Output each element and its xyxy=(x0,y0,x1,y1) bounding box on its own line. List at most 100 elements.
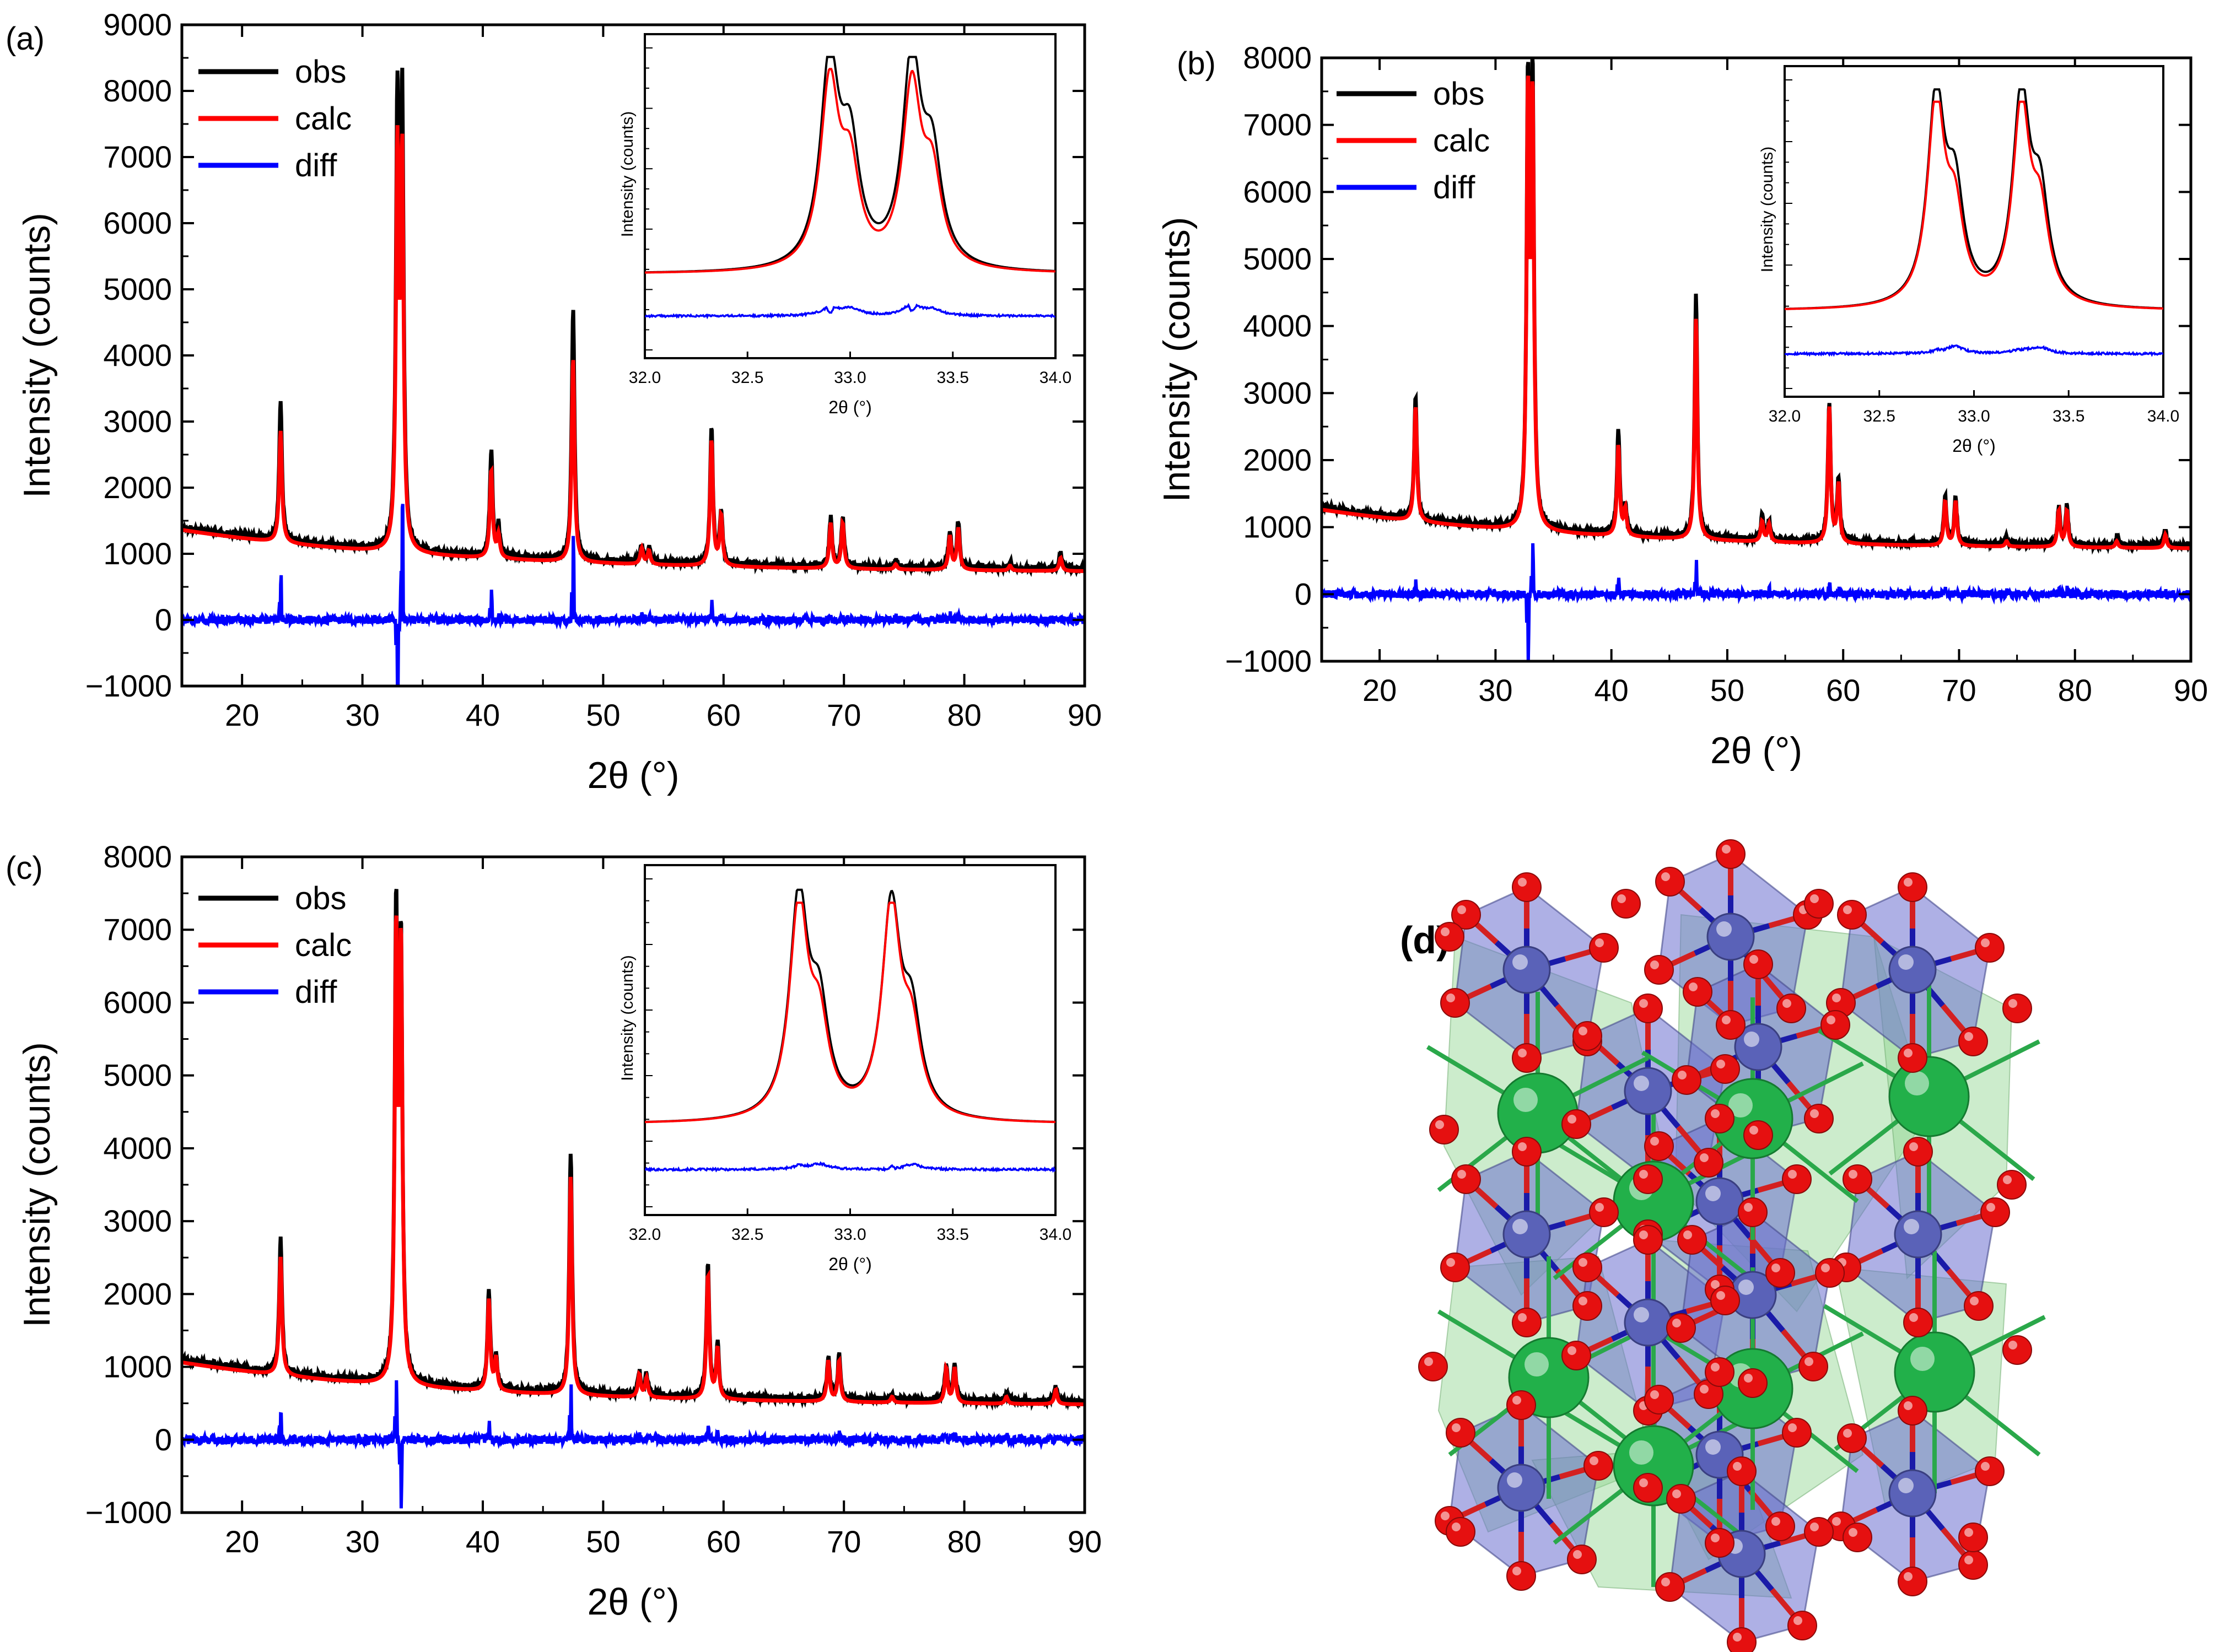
x-tick-label: 70 xyxy=(1942,673,1976,708)
oxygen-atom xyxy=(1843,1164,1872,1194)
oxygen-atom xyxy=(1787,1611,1817,1640)
x-axis-label: 2θ (°) xyxy=(587,754,679,796)
inset-a: 32.0 32.5 33.0 33.5 34.0 2θ (°) Intensity (cou… xyxy=(618,33,1071,417)
atom-highlight xyxy=(1749,955,1758,964)
oxygen-atom xyxy=(1798,1352,1828,1381)
plot-area-a xyxy=(182,67,1085,686)
inset-series-calc xyxy=(645,901,1055,1124)
atom-highlight xyxy=(1457,905,1466,914)
atom-highlight xyxy=(1617,894,1626,903)
atom-highlight xyxy=(1964,1528,1973,1537)
inset-plot xyxy=(645,888,1055,1173)
oxygen-atom xyxy=(1429,1115,1459,1144)
atom-highlight xyxy=(1672,1489,1681,1498)
x-tick-label: 70 xyxy=(827,1524,861,1559)
oxygen-atom xyxy=(1710,1286,1740,1315)
atom-highlight xyxy=(1639,1170,1648,1179)
atom-highlight xyxy=(1512,1396,1521,1405)
oxygen-atom xyxy=(1644,955,1674,985)
oxygen-atom xyxy=(1572,1291,1602,1321)
series-calc xyxy=(182,125,1085,573)
oxygen-atom xyxy=(1440,988,1470,1018)
atom-highlight xyxy=(1435,1120,1444,1129)
atom-highlight xyxy=(1590,1456,1598,1465)
oxygen-atom xyxy=(1898,1396,1927,1426)
oxygen-atom xyxy=(1446,1418,1475,1448)
oxygen-atom xyxy=(1738,1197,1768,1227)
oxygen-atom xyxy=(1677,1225,1707,1255)
oxygen-atom xyxy=(1572,1021,1602,1051)
oxygen-atom xyxy=(1655,867,1685,897)
chart-c: (c) 20 30 40 50 60 70 80 90 −1000 0 1000 2000 3000 400… xyxy=(6,839,1102,1623)
y-tick-label: 6000 xyxy=(103,985,172,1019)
inset-b: 32.0 32.5 33.0 33.5 34.0 2θ (°) Intensity (cou… xyxy=(1758,65,2179,456)
atom-highlight xyxy=(1744,1374,1753,1383)
atom-highlight xyxy=(1650,1390,1659,1399)
atom-highlight xyxy=(1518,878,1527,887)
y-tick-label: 4000 xyxy=(103,1131,172,1165)
oxygen-atom xyxy=(1644,1131,1674,1161)
inset-x-tick-label: 34.0 xyxy=(1039,1225,1071,1244)
atom-highlight xyxy=(1573,1550,1582,1559)
oxygen-atom xyxy=(1804,889,1834,919)
inset-x-axis-label: 2θ (°) xyxy=(828,397,872,417)
b-site-atom xyxy=(1894,1210,1942,1259)
y-tick-label: 5000 xyxy=(103,1058,172,1093)
oxygen-atom xyxy=(1743,1120,1773,1150)
y-tick-label: 7000 xyxy=(1243,107,1312,142)
atom-highlight xyxy=(1832,994,1841,1002)
atom-highlight xyxy=(1705,1439,1721,1455)
atom-highlight xyxy=(1716,1060,1725,1068)
x-tick-label: 50 xyxy=(586,698,620,732)
atom-highlight xyxy=(1525,1352,1549,1376)
y-axis-label: Intensity (counts) xyxy=(16,1042,58,1327)
atom-highlight xyxy=(1810,1523,1819,1531)
oxygen-atom xyxy=(1958,1523,1988,1552)
atom-highlight xyxy=(1629,1440,1653,1465)
atom-highlight xyxy=(1457,1170,1466,1179)
atom-highlight xyxy=(1722,845,1731,854)
oxygen-atom xyxy=(1898,1043,1927,1073)
x-tick-label: 90 xyxy=(2174,673,2208,708)
b-site-atom xyxy=(1888,946,1937,994)
atom-highlight xyxy=(1634,1307,1649,1322)
y-tick-label: 0 xyxy=(155,602,172,637)
inset-y-axis-label: Intensity (counts) xyxy=(618,955,637,1081)
atom-highlight xyxy=(2008,1341,2017,1349)
oxygen-atom xyxy=(1804,1517,1834,1547)
x-tick-label: 60 xyxy=(707,698,741,732)
x-tick-label: 50 xyxy=(586,1524,620,1559)
b-site-atom xyxy=(1706,913,1755,961)
atom-highlight xyxy=(1981,1462,1990,1471)
y-tick-label: 2000 xyxy=(103,1276,172,1311)
y-tick-label: 9000 xyxy=(103,7,172,42)
panel-label-b: (b) xyxy=(1177,46,1216,82)
oxygen-atom xyxy=(1837,900,1867,930)
series-calc xyxy=(182,915,1085,1407)
atom-highlight xyxy=(1518,1313,1527,1322)
x-tick-label: 20 xyxy=(225,1524,259,1559)
oxygen-atom xyxy=(1567,1545,1597,1574)
legend-label-diff: diff xyxy=(295,148,337,183)
atom-highlight xyxy=(1909,1313,1918,1322)
atom-highlight xyxy=(1898,954,1914,970)
oxygen-atom xyxy=(1506,1561,1536,1591)
y-tick-label: −1000 xyxy=(85,668,172,703)
inset-frame xyxy=(644,864,1057,1216)
oxygen-atom xyxy=(1633,1225,1663,1255)
atom-highlight xyxy=(1518,1142,1527,1151)
y-tick-label: 2000 xyxy=(103,470,172,505)
inset-y-axis-label: Intensity (counts) xyxy=(618,111,637,237)
atom-highlight xyxy=(1683,1230,1692,1239)
y-tick-label: 3000 xyxy=(103,1203,172,1238)
inset-x-axis-label: 2θ (°) xyxy=(1952,436,1996,456)
inset-x-tick-label: 32.5 xyxy=(731,1225,763,1244)
plot-area-b xyxy=(1322,58,2191,661)
atom-highlight xyxy=(1678,1071,1687,1079)
atom-highlight xyxy=(1849,1528,1857,1537)
atom-highlight xyxy=(1634,1076,1649,1091)
oxygen-atom xyxy=(1644,1385,1674,1415)
inset-x-axis-label: 2θ (°) xyxy=(828,1254,872,1274)
crystal-structure-illustration xyxy=(1418,839,2046,1652)
inset-frame xyxy=(644,33,1057,359)
